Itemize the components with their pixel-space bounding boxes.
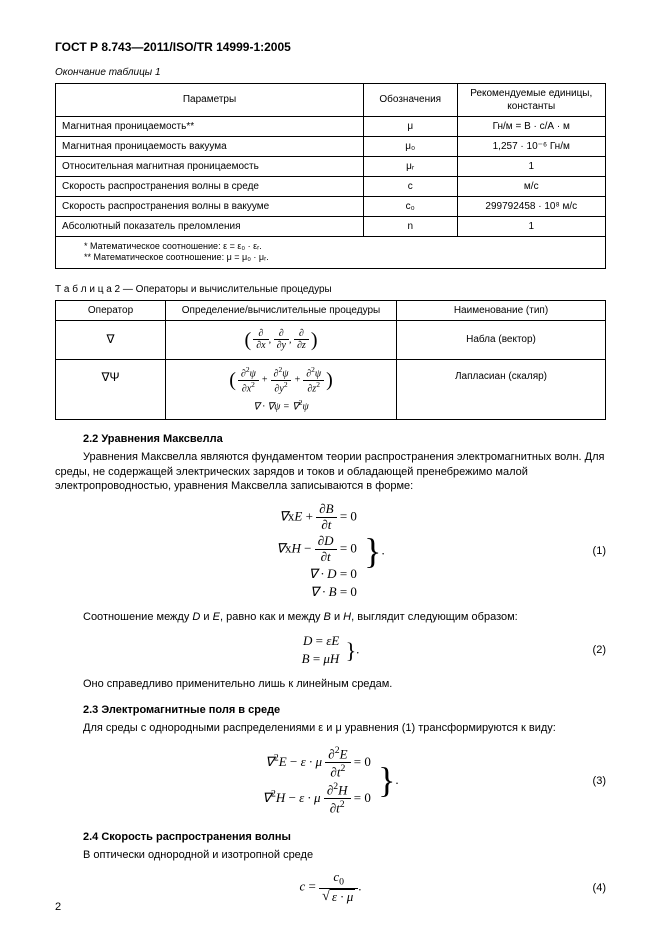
t1-row: Магнитная проницаемость вакуумаμ₀1,257 ·… <box>56 136 606 156</box>
sec24-heading: 2.4 Скорость распространения волны <box>83 830 606 844</box>
equation-1: ∇xE + ∂B∂t = 0 ∇xH − ∂D∂t = 0 ∇ · D = 0 … <box>55 501 606 602</box>
eq3-num: (3) <box>593 774 606 788</box>
t2-col-name: Наименование (тип) <box>397 300 606 320</box>
sec22-p3: Оно справедливо применительно лишь к лин… <box>55 677 606 691</box>
sec22-heading: 2.2 Уравнения Максвелла <box>83 432 606 446</box>
equation-4: c = c0 √ε · μ . (4) <box>55 870 606 905</box>
t1-footnotes: * Математическое соотношение: ε = ε₀ · ε… <box>56 236 606 268</box>
sec24-p1: В оптически однородной и изотропной сред… <box>55 848 606 862</box>
table2: Оператор Определение/вычислительные проц… <box>55 300 606 420</box>
eq2-num: (2) <box>593 643 606 657</box>
t2-row-nabla: ∇ (∂∂x, ∂∂y, ∂∂z) Набла (вектор) <box>56 320 606 359</box>
t2-col-def: Определение/вычислительные процедуры <box>166 300 397 320</box>
t1-row: Магнитная проницаемость**μГн/м = В · с/А… <box>56 116 606 136</box>
t2-formula-laplacian: (∂2ψ∂x2 + ∂2ψ∂y2 + ∂2ψ∂z2) ∇ · ∇ψ = ∇2ψ <box>166 359 397 419</box>
t2-col-op: Оператор <box>56 300 166 320</box>
eq4-num: (4) <box>593 881 606 895</box>
doc-header: ГОСТ Р 8.743—2011/ISO/TR 14999-1:2005 <box>55 40 606 56</box>
t2-formula-nabla: (∂∂x, ∂∂y, ∂∂z) <box>166 320 397 359</box>
t1-row: Относительная магнитная проницаемостьμᵣ1 <box>56 156 606 176</box>
t2-row-laplacian: ∇Ψ (∂2ψ∂x2 + ∂2ψ∂y2 + ∂2ψ∂z2) ∇ · ∇ψ = ∇… <box>56 359 606 419</box>
sec23-heading: 2.3 Электромагнитные поля в среде <box>83 703 606 717</box>
sec22-p2: Соотношение между D и E, равно как и меж… <box>55 610 606 624</box>
t1-col-params: Параметры <box>56 83 364 116</box>
eq1-num: (1) <box>593 544 606 558</box>
sec23-p1: Для среды с однородными распределениями … <box>55 721 606 735</box>
sec22-p1: Уравнения Максвелла являются фундаментом… <box>55 450 606 493</box>
table2-title: Т а б л и ц а 2 — Операторы и вычислител… <box>55 283 606 296</box>
t1-footnote-2: ** Математическое соотношение: μ = μ₀ · … <box>84 252 597 264</box>
t1-col-units: Рекомендуемые единицы, константы <box>457 83 606 116</box>
t1-row: Скорость распространения волны в средеcм… <box>56 176 606 196</box>
equation-2: D = εE B = μH }. (2) <box>55 632 606 669</box>
t1-row: Абсолютный показатель преломленияn1 <box>56 216 606 236</box>
t1-footnote-1: * Математическое соотношение: ε = ε₀ · ε… <box>84 241 597 253</box>
t1-row: Скорость распространения волны в вакууме… <box>56 196 606 216</box>
page-number: 2 <box>55 900 61 914</box>
equation-3: ∇2E − ε · μ ∂2E∂t2 = 0 ∇2H − ε · μ ∂2H∂t… <box>55 744 606 818</box>
table1-caption: Окончание таблицы 1 <box>55 66 606 79</box>
table1: Параметры Обозначения Рекомендуемые един… <box>55 83 606 269</box>
t1-col-symbol: Обозначения <box>364 83 458 116</box>
